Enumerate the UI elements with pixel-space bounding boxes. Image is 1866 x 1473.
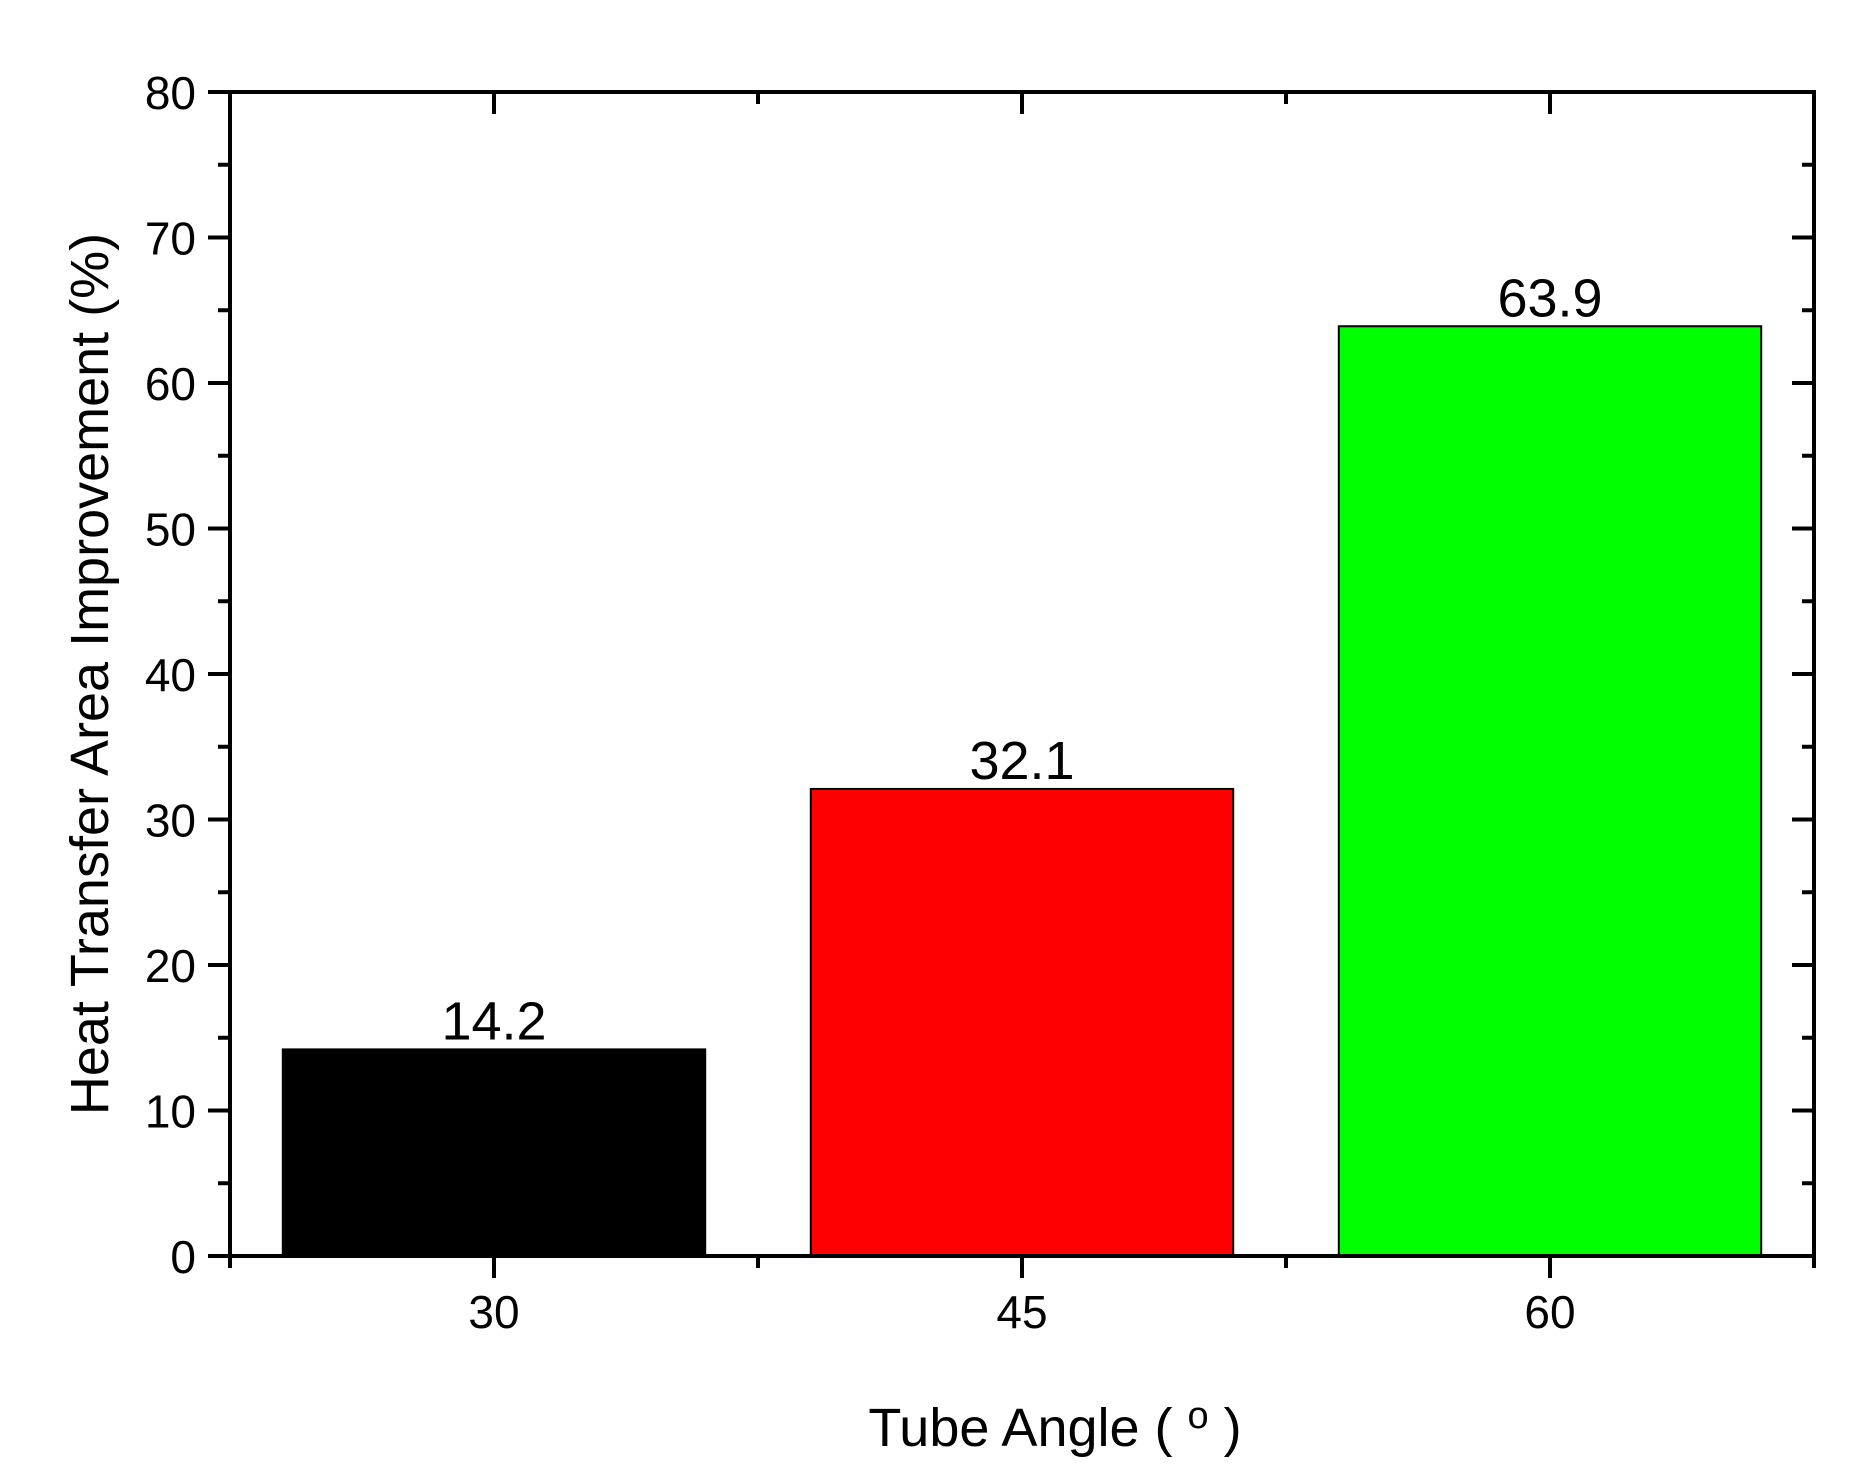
data-label-60: 63.9	[1497, 268, 1602, 328]
data-label-45: 32.1	[969, 731, 1074, 791]
y-tick-label-70: 70	[145, 213, 196, 265]
bar-45	[809, 787, 1235, 1257]
bar-30	[281, 1048, 707, 1258]
y-tick-label-60: 60	[145, 358, 196, 410]
bars-layer	[281, 325, 1763, 1258]
x-tick-label-60: 60	[1524, 1286, 1575, 1338]
y-tick-label-30: 30	[145, 795, 196, 847]
y-tick-label-50: 50	[145, 504, 196, 556]
ticks-layer	[208, 90, 1816, 1278]
y-tick-label-0: 0	[170, 1231, 196, 1283]
x-tick-label-30: 30	[468, 1286, 519, 1338]
x-axis-title: Tube Angle ( o )	[868, 1395, 1241, 1458]
y-axis-title: Heat Transfer Area Improvement (%)	[60, 233, 120, 1115]
y-tick-label-20: 20	[145, 940, 196, 992]
labels-layer: 14.2 32.1 63.9 0 10 20 30 40 50 60 70 80 30 45 60	[145, 67, 1603, 1338]
data-label-30: 14.2	[441, 991, 546, 1051]
y-tick-label-10: 10	[145, 1086, 196, 1138]
x-tick-label-45: 45	[996, 1286, 1047, 1338]
y-tick-label-80: 80	[145, 67, 196, 119]
bar-60	[1337, 325, 1763, 1257]
y-tick-label-40: 40	[145, 649, 196, 701]
